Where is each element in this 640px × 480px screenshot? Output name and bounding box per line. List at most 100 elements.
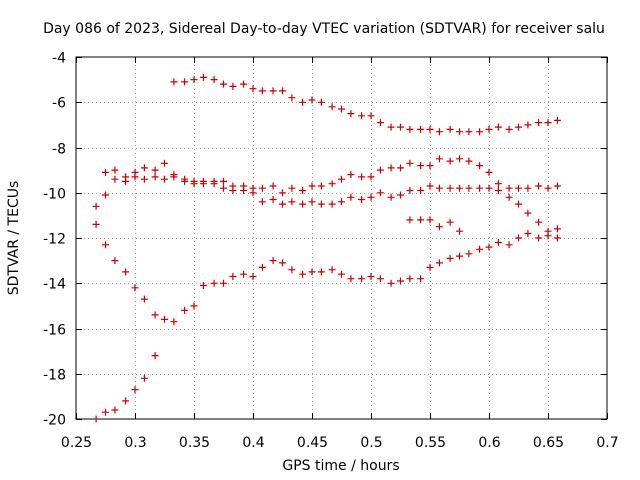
data-point <box>229 273 237 280</box>
data-point <box>446 218 454 226</box>
data-point <box>181 306 189 314</box>
data-point <box>210 76 218 84</box>
x-axis-label: GPS time / hours <box>282 458 399 474</box>
data-point <box>446 184 454 192</box>
data-point <box>476 184 484 192</box>
data-point <box>435 259 443 267</box>
data-point <box>465 157 473 165</box>
data-point <box>220 177 227 185</box>
data-point <box>505 193 513 201</box>
data-point <box>249 189 257 197</box>
data-point <box>417 187 425 194</box>
data-point <box>338 175 345 183</box>
data-point <box>308 182 316 190</box>
y-tick-label: -14 <box>43 277 66 293</box>
data-point <box>308 96 316 104</box>
data-series <box>92 191 109 210</box>
data-point <box>308 268 316 276</box>
data-point <box>170 173 178 181</box>
data-point <box>426 216 434 224</box>
data-point <box>181 78 189 86</box>
data-point <box>553 234 561 242</box>
data-point <box>358 112 366 120</box>
data-point <box>387 193 395 201</box>
data-point <box>406 159 414 167</box>
data-point <box>279 189 286 197</box>
data-point <box>456 184 463 192</box>
data-point <box>465 128 473 136</box>
data-point <box>397 191 404 199</box>
x-tick-label: 0.65 <box>533 435 564 451</box>
data-point <box>151 166 159 174</box>
data-point <box>347 110 355 118</box>
data-point <box>161 175 168 183</box>
data-points <box>92 73 561 423</box>
data-point <box>317 200 325 208</box>
data-point <box>338 198 345 206</box>
data-point <box>417 125 425 133</box>
data-point <box>367 112 375 120</box>
x-tick-label: 0.55 <box>415 435 446 451</box>
data-point <box>161 315 168 323</box>
data-point <box>328 180 336 188</box>
data-point <box>406 275 414 283</box>
data-point <box>485 243 493 251</box>
data-point <box>417 162 425 170</box>
data-point <box>258 184 266 192</box>
data-point <box>151 352 159 360</box>
data-point <box>249 85 257 93</box>
data-point <box>279 87 286 95</box>
data-point <box>92 220 100 228</box>
x-tick-label: 0.35 <box>179 435 210 451</box>
data-point <box>288 266 296 274</box>
data-point <box>229 82 237 90</box>
data-point <box>376 119 384 127</box>
data-point <box>308 198 316 206</box>
data-point <box>524 184 532 192</box>
data-point <box>229 187 237 194</box>
x-tick-label: 0.6 <box>478 435 500 451</box>
data-point <box>494 239 502 246</box>
data-point <box>446 125 454 133</box>
data-point <box>417 275 425 283</box>
y-tick-label: -6 <box>52 96 66 112</box>
data-point <box>328 266 336 274</box>
data-point <box>210 279 218 287</box>
x-tick-label: 0.25 <box>61 435 92 451</box>
data-point <box>190 302 198 310</box>
data-point <box>140 374 148 382</box>
data-point <box>199 73 207 81</box>
data-point <box>426 162 434 170</box>
data-point <box>465 250 473 258</box>
data-point <box>347 193 355 201</box>
data-point <box>317 182 325 190</box>
data-point <box>220 279 227 287</box>
axis-ticks <box>76 57 608 420</box>
data-point <box>111 166 119 174</box>
data-point <box>535 218 543 226</box>
data-point <box>170 78 178 86</box>
data-point <box>111 175 119 183</box>
data-point <box>151 173 159 181</box>
data-series <box>92 352 159 423</box>
data-point <box>190 76 198 84</box>
data-point <box>299 270 307 278</box>
data-point <box>426 182 434 190</box>
data-point <box>456 155 463 163</box>
data-point <box>426 125 434 133</box>
data-point <box>376 166 384 174</box>
data-point <box>151 311 159 319</box>
data-point <box>269 87 277 95</box>
data-point <box>387 123 395 131</box>
data-point <box>387 164 395 172</box>
data-point <box>435 223 443 231</box>
x-tick-label: 0.3 <box>124 435 146 451</box>
data-point <box>111 406 119 414</box>
data-point <box>406 216 414 224</box>
data-point <box>397 164 404 172</box>
data-point <box>485 184 493 192</box>
data-point <box>102 191 109 199</box>
data-point <box>446 254 454 262</box>
data-point <box>535 182 543 190</box>
